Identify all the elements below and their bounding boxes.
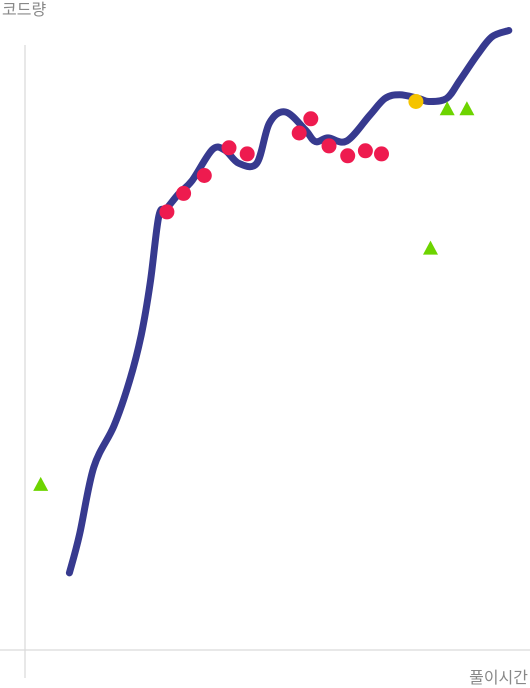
highlight-point xyxy=(408,94,424,109)
data-point xyxy=(291,125,307,141)
series-curve xyxy=(65,27,513,577)
data-point xyxy=(303,111,319,127)
data-point xyxy=(340,148,356,164)
triangle-marker xyxy=(423,240,438,255)
data-point xyxy=(176,185,192,201)
triangle-marker xyxy=(459,101,475,116)
triangle-marker xyxy=(439,101,455,116)
triangle-marker xyxy=(33,476,49,491)
x-axis-title: 풀이시간 xyxy=(469,668,528,687)
chart-markers xyxy=(33,94,475,491)
y-axis-title: 코드량 xyxy=(2,0,47,19)
data-point xyxy=(221,140,237,156)
data-point xyxy=(321,138,337,154)
data-point xyxy=(196,168,212,183)
data-point xyxy=(159,204,175,220)
data-point xyxy=(357,143,373,159)
data-point xyxy=(239,146,255,162)
data-point xyxy=(374,146,389,162)
